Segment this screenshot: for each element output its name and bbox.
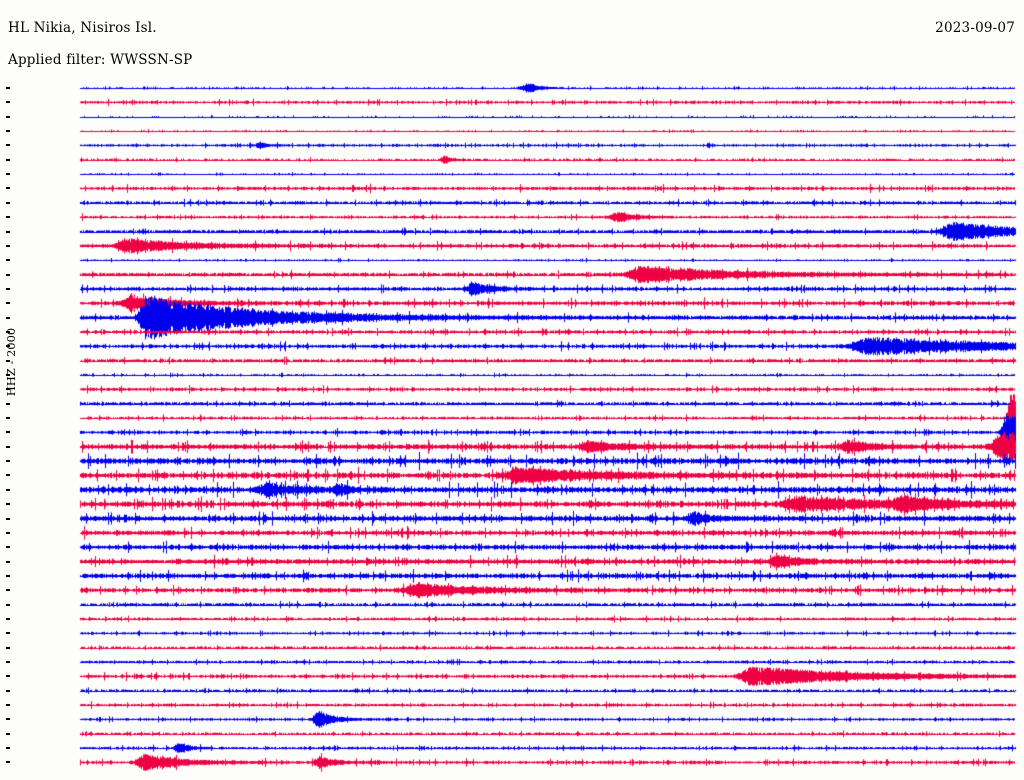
time-tick-mark xyxy=(6,230,10,233)
time-tick-mark xyxy=(6,603,10,606)
time-tick-mark xyxy=(6,359,10,362)
time-tick-mark xyxy=(6,259,10,262)
time-tick-mark xyxy=(6,101,10,104)
time-tick-mark xyxy=(6,589,10,592)
time-tick-mark xyxy=(6,617,10,620)
seismogram-traces xyxy=(0,78,1024,778)
time-tick-mark xyxy=(6,661,10,663)
time-tick-mark xyxy=(6,201,10,204)
time-tick-mark xyxy=(6,689,10,692)
time-tick-mark xyxy=(6,531,10,534)
time-tick-mark xyxy=(6,216,10,219)
applied-filter-label: Applied filter: WWSSN-SP xyxy=(8,52,193,68)
time-tick-mark xyxy=(6,287,10,290)
time-tick-mark xyxy=(6,517,10,520)
time-tick-mark xyxy=(6,503,10,506)
time-tick-mark xyxy=(6,273,10,276)
time-axis: 00:0000:3001:0001:3002:0002:3003:0003:30… xyxy=(0,78,80,778)
time-tick-mark xyxy=(6,747,10,750)
time-tick-mark xyxy=(6,244,10,247)
time-tick-mark xyxy=(6,187,10,190)
time-tick-mark xyxy=(6,316,10,319)
time-tick-mark xyxy=(6,130,10,133)
time-tick-mark xyxy=(6,87,10,89)
time-tick-mark xyxy=(6,302,10,305)
time-tick-mark xyxy=(6,474,10,477)
time-tick-mark xyxy=(6,144,10,147)
time-tick-mark xyxy=(6,388,10,391)
time-tick-mark xyxy=(6,374,10,376)
time-tick-mark xyxy=(6,718,10,721)
time-tick-mark xyxy=(6,173,10,176)
time-tick-mark xyxy=(6,115,10,118)
time-tick-mark xyxy=(6,560,10,563)
time-tick-mark xyxy=(6,646,10,649)
time-tick-mark xyxy=(6,546,10,549)
time-tick-mark xyxy=(6,431,10,434)
time-tick-mark xyxy=(6,345,10,348)
time-tick-mark xyxy=(6,704,10,707)
time-tick-mark xyxy=(6,632,10,635)
time-tick-mark xyxy=(6,761,10,764)
time-tick-mark xyxy=(6,675,10,678)
time-tick-mark xyxy=(6,732,10,735)
time-tick-mark xyxy=(6,460,10,463)
time-tick-mark xyxy=(6,445,10,448)
station-title: HL Nikia, Nisiros Isl. xyxy=(8,20,157,36)
time-tick-mark xyxy=(6,417,10,420)
time-tick-mark xyxy=(6,402,10,405)
record-date: 2023-09-07 xyxy=(935,20,1015,36)
time-tick-mark xyxy=(6,488,10,491)
seismogram-plot-area: 00:0000:3001:0001:3002:0002:3003:0003:30… xyxy=(0,78,1024,778)
time-tick-mark xyxy=(6,158,10,161)
time-tick-mark xyxy=(6,574,10,577)
time-tick-mark xyxy=(6,330,10,333)
